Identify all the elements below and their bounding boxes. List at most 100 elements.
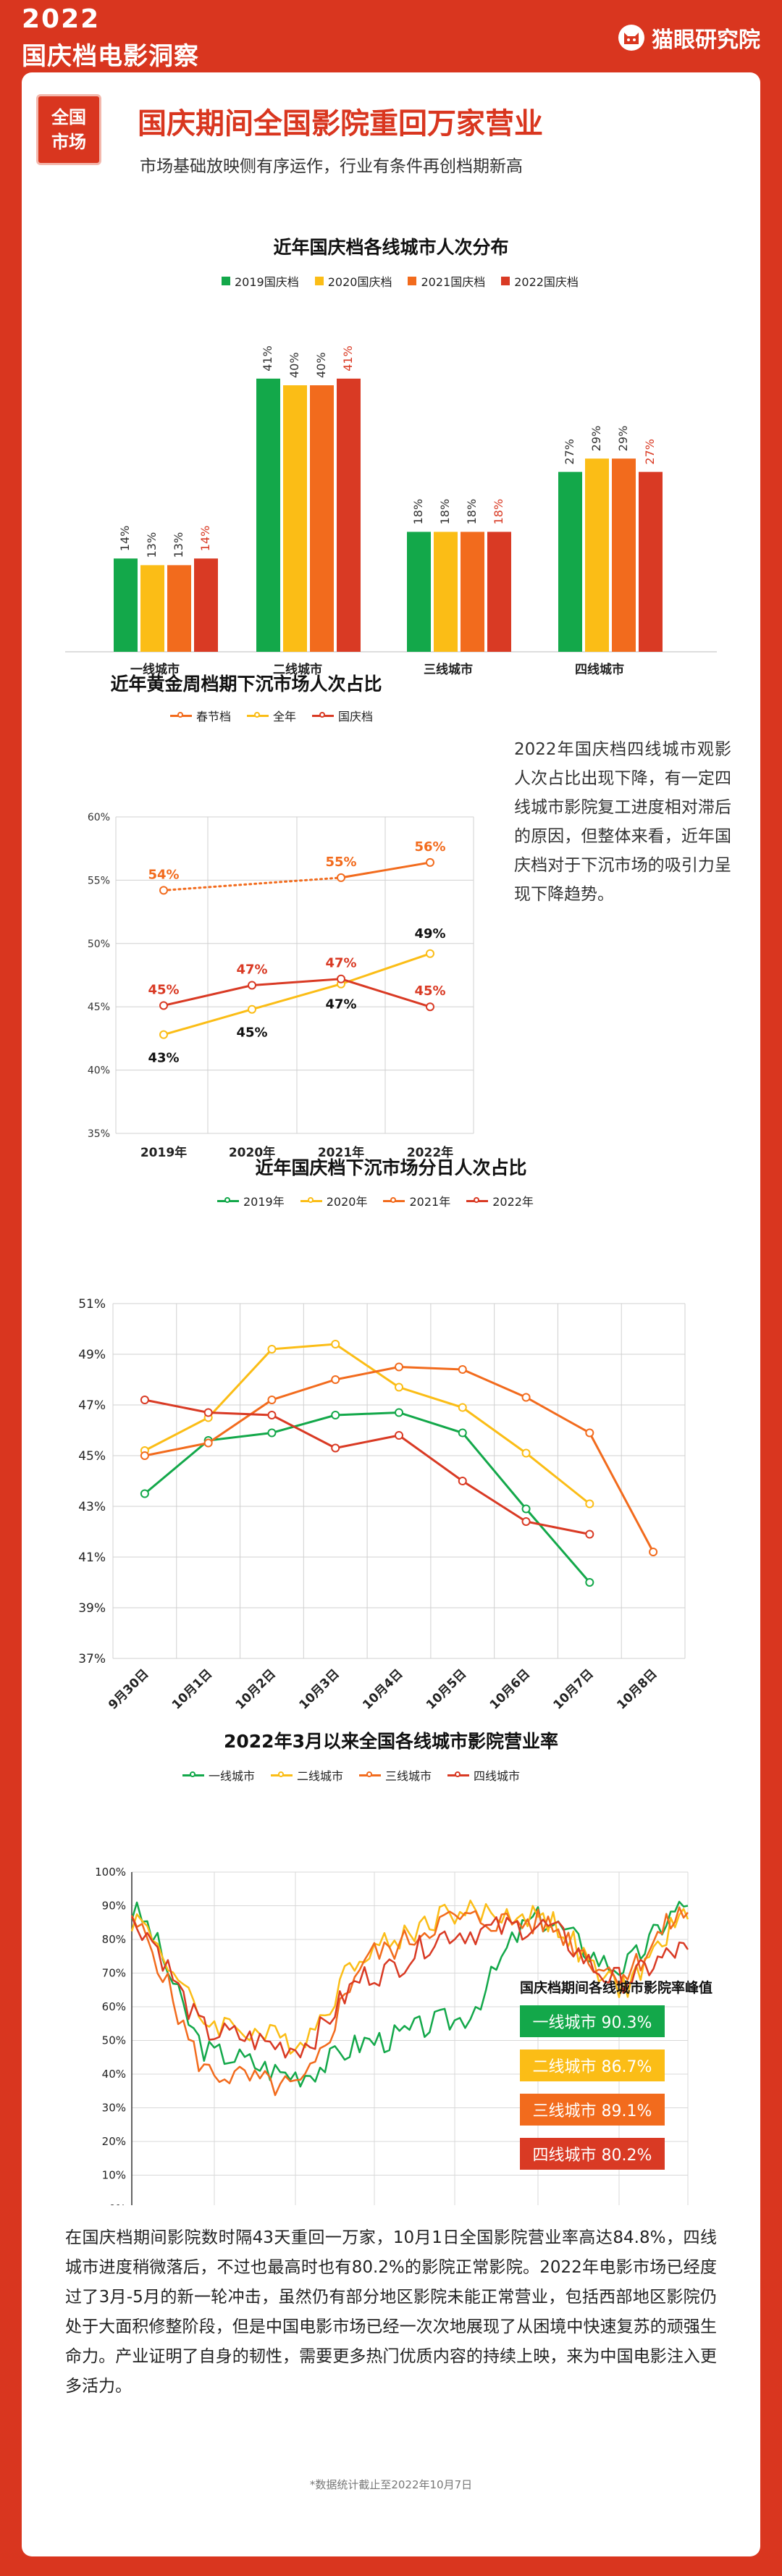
data-point bbox=[521, 1504, 531, 1514]
y-tick-label: 10% bbox=[102, 2169, 126, 2182]
legend-swatch bbox=[217, 1196, 239, 1203]
legend-label: 全年 bbox=[273, 710, 297, 723]
bar-data-label: 40% bbox=[287, 352, 301, 378]
section-tag-line2: 市场 bbox=[51, 132, 86, 152]
chart2-note: 2022年国庆档四线城市观影人次占比出现下降，有一定四线城市影院复工进度相对滞后… bbox=[514, 740, 731, 904]
data-point bbox=[267, 1411, 277, 1419]
y-tick-label: 20% bbox=[102, 2135, 126, 2148]
y-tick-label: 40% bbox=[88, 1065, 110, 1077]
data-label: 45% bbox=[414, 983, 445, 999]
chart2-svg: 35% 40% 45% 50% 55% 60% 2019年 2020年 2021年 2022年 54… bbox=[88, 812, 474, 1160]
series-line bbox=[143, 1411, 591, 1583]
legend-label: 三线城市 bbox=[385, 1769, 432, 1783]
x-tick-label: 2021年 bbox=[318, 1145, 364, 1160]
legend-swatch bbox=[501, 277, 510, 285]
data-label: 45% bbox=[236, 1025, 267, 1041]
legend-swatch bbox=[314, 277, 324, 285]
data-point bbox=[585, 1530, 594, 1539]
brand-name: 猫眼研究院 bbox=[652, 28, 760, 53]
section-subtitle: 市场基础放映侧有序运作，行业有条件再创档期新高 bbox=[140, 157, 523, 176]
y-tick-label: 43% bbox=[78, 1500, 106, 1514]
data-point bbox=[585, 1499, 594, 1509]
data-point bbox=[458, 1428, 467, 1438]
y-tick-label: 41% bbox=[78, 1551, 106, 1565]
y-tick-label: 50% bbox=[88, 939, 110, 950]
y-tick-label: 55% bbox=[88, 875, 110, 886]
bar bbox=[140, 565, 164, 652]
data-point bbox=[426, 857, 434, 867]
x-tick-label: 10月8日 bbox=[614, 1666, 660, 1712]
data-point bbox=[331, 1443, 340, 1453]
bar bbox=[256, 378, 280, 652]
header-subtitle: 国庆档电影洞察 bbox=[22, 42, 199, 71]
legend-item: 全年 bbox=[247, 707, 296, 724]
x-tick-label: 三线城市 bbox=[424, 662, 473, 677]
y-tick-label: 39% bbox=[78, 1601, 106, 1616]
legend-label: 2020年 bbox=[326, 1195, 368, 1209]
x-tick-label: 10月2日 bbox=[233, 1666, 279, 1712]
data-point bbox=[337, 974, 345, 983]
data-point bbox=[458, 1403, 467, 1412]
x-tick-label: 10月3日 bbox=[296, 1666, 342, 1712]
legend-swatch bbox=[312, 711, 335, 718]
x-tick-label: 2019年 bbox=[140, 1145, 187, 1160]
legend-label: 2019年 bbox=[243, 1195, 285, 1209]
chart3-svg: 37% 39% 41% 43% 45% 47% 49% 51% 9月30日 10月1日 10月2日 1… bbox=[78, 1297, 686, 1713]
y-tick-label: 90% bbox=[102, 1900, 126, 1913]
y-tick-label: 47% bbox=[78, 1398, 106, 1413]
legend-swatch bbox=[447, 1771, 470, 1777]
bar bbox=[167, 565, 191, 652]
data-point bbox=[426, 949, 434, 958]
y-tick-label: 40% bbox=[102, 2068, 126, 2081]
legend-label: 2021年 bbox=[409, 1195, 451, 1209]
data-point bbox=[331, 1411, 340, 1419]
chart1-legend: 2019国庆档 2020国庆档 2021国庆档 2022国庆档 bbox=[222, 272, 579, 290]
y-tick-label: 37% bbox=[78, 1652, 106, 1666]
bar-data-label: 14% bbox=[118, 526, 132, 552]
chart2-title: 近年黄金周档期下沉市场人次占比 bbox=[110, 674, 382, 695]
bar bbox=[283, 385, 307, 652]
chart4-svg: 0%10%20%30%40%50%60%70%80%90%100%3月1日4月1… bbox=[95, 1866, 689, 2205]
data-point bbox=[159, 1001, 168, 1010]
chart4-title: 2022年3月以来全国各线城市影院营业率 bbox=[224, 1731, 558, 1752]
bar bbox=[639, 471, 663, 652]
series-line bbox=[144, 1365, 655, 1553]
legend-swatch bbox=[182, 1771, 204, 1777]
series-line bbox=[144, 1343, 591, 1505]
y-tick-label: 30% bbox=[102, 2102, 126, 2115]
legend-item: 国庆档 bbox=[312, 707, 373, 724]
bar bbox=[194, 558, 218, 652]
series-line bbox=[130, 1900, 689, 2088]
x-tick-label: 四线城市 bbox=[575, 662, 624, 677]
data-label: 49% bbox=[414, 926, 445, 941]
bar bbox=[310, 385, 334, 652]
bar-data-label: 18% bbox=[411, 499, 425, 525]
cat-logo-icon bbox=[618, 25, 644, 51]
legend-item: 三线城市 bbox=[359, 1766, 432, 1784]
data-point bbox=[248, 981, 256, 990]
brand: 猫眼研究院 bbox=[618, 22, 760, 54]
bar bbox=[612, 458, 636, 652]
data-label: 55% bbox=[325, 855, 356, 870]
data-point bbox=[248, 1004, 256, 1014]
legend-swatch bbox=[408, 277, 417, 285]
series-line bbox=[144, 1398, 590, 1535]
y-tick-label: 51% bbox=[78, 1297, 106, 1312]
x-tick-label: 2020年 bbox=[229, 1145, 275, 1160]
chart3-title: 近年国庆档下沉市场分日人次占比 bbox=[255, 1157, 527, 1178]
data-point bbox=[458, 1365, 467, 1374]
legend-label: 2022年 bbox=[492, 1195, 534, 1209]
bar bbox=[407, 532, 431, 652]
data-point bbox=[521, 1448, 531, 1458]
x-tick-label: 10月6日 bbox=[487, 1666, 533, 1712]
data-point bbox=[337, 873, 345, 882]
data-point bbox=[267, 1428, 277, 1438]
data-label: 45% bbox=[148, 982, 179, 997]
legend-label: 2021国庆档 bbox=[421, 275, 486, 289]
bar bbox=[558, 471, 582, 652]
legend-label: 2022国庆档 bbox=[514, 275, 579, 289]
x-tick-label: 10月4日 bbox=[360, 1666, 405, 1712]
data-point bbox=[585, 1578, 594, 1587]
data-point bbox=[521, 1517, 531, 1526]
series-line bbox=[162, 876, 342, 891]
